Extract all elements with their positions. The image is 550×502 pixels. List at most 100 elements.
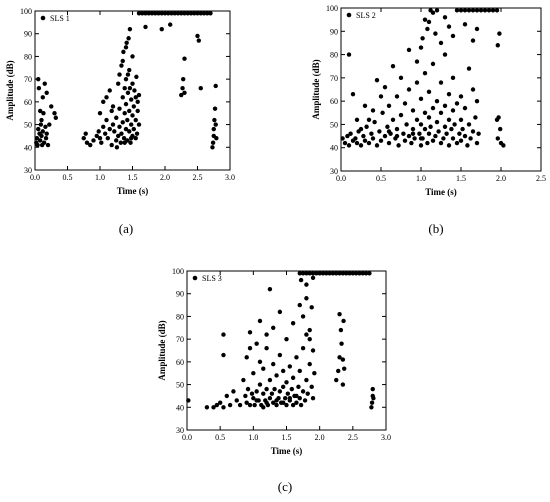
data-point [88, 142, 93, 148]
y-tick-label: 50 [24, 121, 32, 130]
data-point [462, 8, 468, 13]
data-point [221, 332, 226, 337]
data-point [458, 8, 464, 13]
legend-label: SLS 1 [50, 14, 70, 23]
data-point [264, 400, 269, 405]
x-tick-label: 2.5 [193, 173, 203, 182]
chart-panel-b: 0.0 0.5 1.0 1.5 2.0 2.5 30 40 50 60 70 80 90 100 Time … [311, 4, 546, 236]
legend-marker [346, 12, 352, 18]
data-point [290, 402, 296, 408]
data-point [44, 90, 49, 95]
data-point [418, 136, 424, 141]
y-tick-label: 50 [330, 120, 338, 129]
data-point [99, 140, 104, 145]
data-point [41, 111, 46, 116]
data-point [204, 405, 210, 410]
data-point [243, 393, 248, 399]
data-point [452, 122, 457, 127]
data-point [386, 129, 392, 134]
data-point [271, 400, 276, 405]
data-point [474, 8, 480, 13]
data-point [304, 377, 309, 383]
data-point [168, 22, 173, 27]
data-point [394, 94, 400, 99]
data-point [119, 63, 124, 68]
data-point [304, 271, 309, 276]
data-point [282, 396, 288, 401]
data-point [309, 384, 314, 390]
data-point [271, 325, 276, 330]
data-point [129, 122, 134, 127]
data-point [128, 140, 133, 145]
data-point [353, 136, 358, 141]
data-point [214, 136, 219, 141]
x-tick-label: 2.0 [160, 173, 170, 182]
data-point [127, 129, 132, 134]
legend-label: SLS 2 [356, 11, 376, 20]
data-point [169, 11, 174, 16]
data-point [182, 90, 187, 95]
data-point [252, 402, 257, 408]
data-point [117, 124, 122, 130]
data-point [442, 15, 448, 20]
data-point [162, 11, 168, 16]
data-point [91, 138, 96, 143]
data-point [367, 271, 372, 276]
data-point [254, 341, 259, 346]
x-tick-label: 1.5 [128, 173, 138, 182]
data-point [340, 271, 346, 276]
data-point [254, 398, 259, 403]
legend-marker [40, 15, 46, 21]
y-tick-label: 70 [330, 74, 338, 83]
data-point [444, 131, 449, 136]
data-point [119, 131, 124, 136]
data-point [307, 271, 312, 276]
data-point [290, 375, 296, 380]
x-tick-label: 2.0 [315, 433, 325, 442]
y-tick-label: 30 [24, 166, 32, 175]
data-point [398, 112, 404, 118]
data-point [277, 389, 283, 394]
data-point [438, 140, 444, 146]
data-point [450, 136, 456, 141]
data-point [320, 271, 326, 276]
data-point [361, 133, 366, 139]
data-point [126, 36, 131, 41]
data-point [134, 74, 139, 80]
data-point [257, 359, 263, 365]
data-point [134, 131, 140, 136]
data-point [131, 126, 136, 132]
legend-marker [192, 275, 198, 281]
data-point [466, 66, 472, 71]
data-point [378, 138, 384, 143]
data-point [110, 122, 116, 127]
data-point [213, 83, 218, 89]
data-point [409, 140, 414, 146]
data-point [441, 136, 446, 141]
data-point [497, 31, 502, 36]
data-point [371, 396, 376, 401]
data-point [430, 105, 436, 111]
y-tick-label: 50 [176, 381, 184, 390]
data-point [114, 145, 120, 150]
x-axis-title: Time (s) [271, 446, 303, 456]
data-point [159, 11, 164, 16]
data-point [370, 386, 375, 392]
data-point [339, 341, 344, 346]
data-point [221, 405, 226, 410]
data-point [296, 384, 301, 390]
data-point [110, 104, 116, 109]
data-point [454, 140, 460, 146]
y-tick-label: 60 [176, 358, 184, 367]
data-point [143, 11, 148, 16]
data-point [369, 131, 374, 136]
y-tick-label: 30 [176, 426, 184, 435]
data-point [210, 145, 215, 150]
y-tick-label: 40 [176, 403, 184, 412]
data-point [353, 271, 359, 276]
data-point [129, 136, 134, 141]
data-point [297, 302, 302, 308]
data-point [297, 396, 302, 401]
y-tick-label: 90 [176, 290, 184, 299]
